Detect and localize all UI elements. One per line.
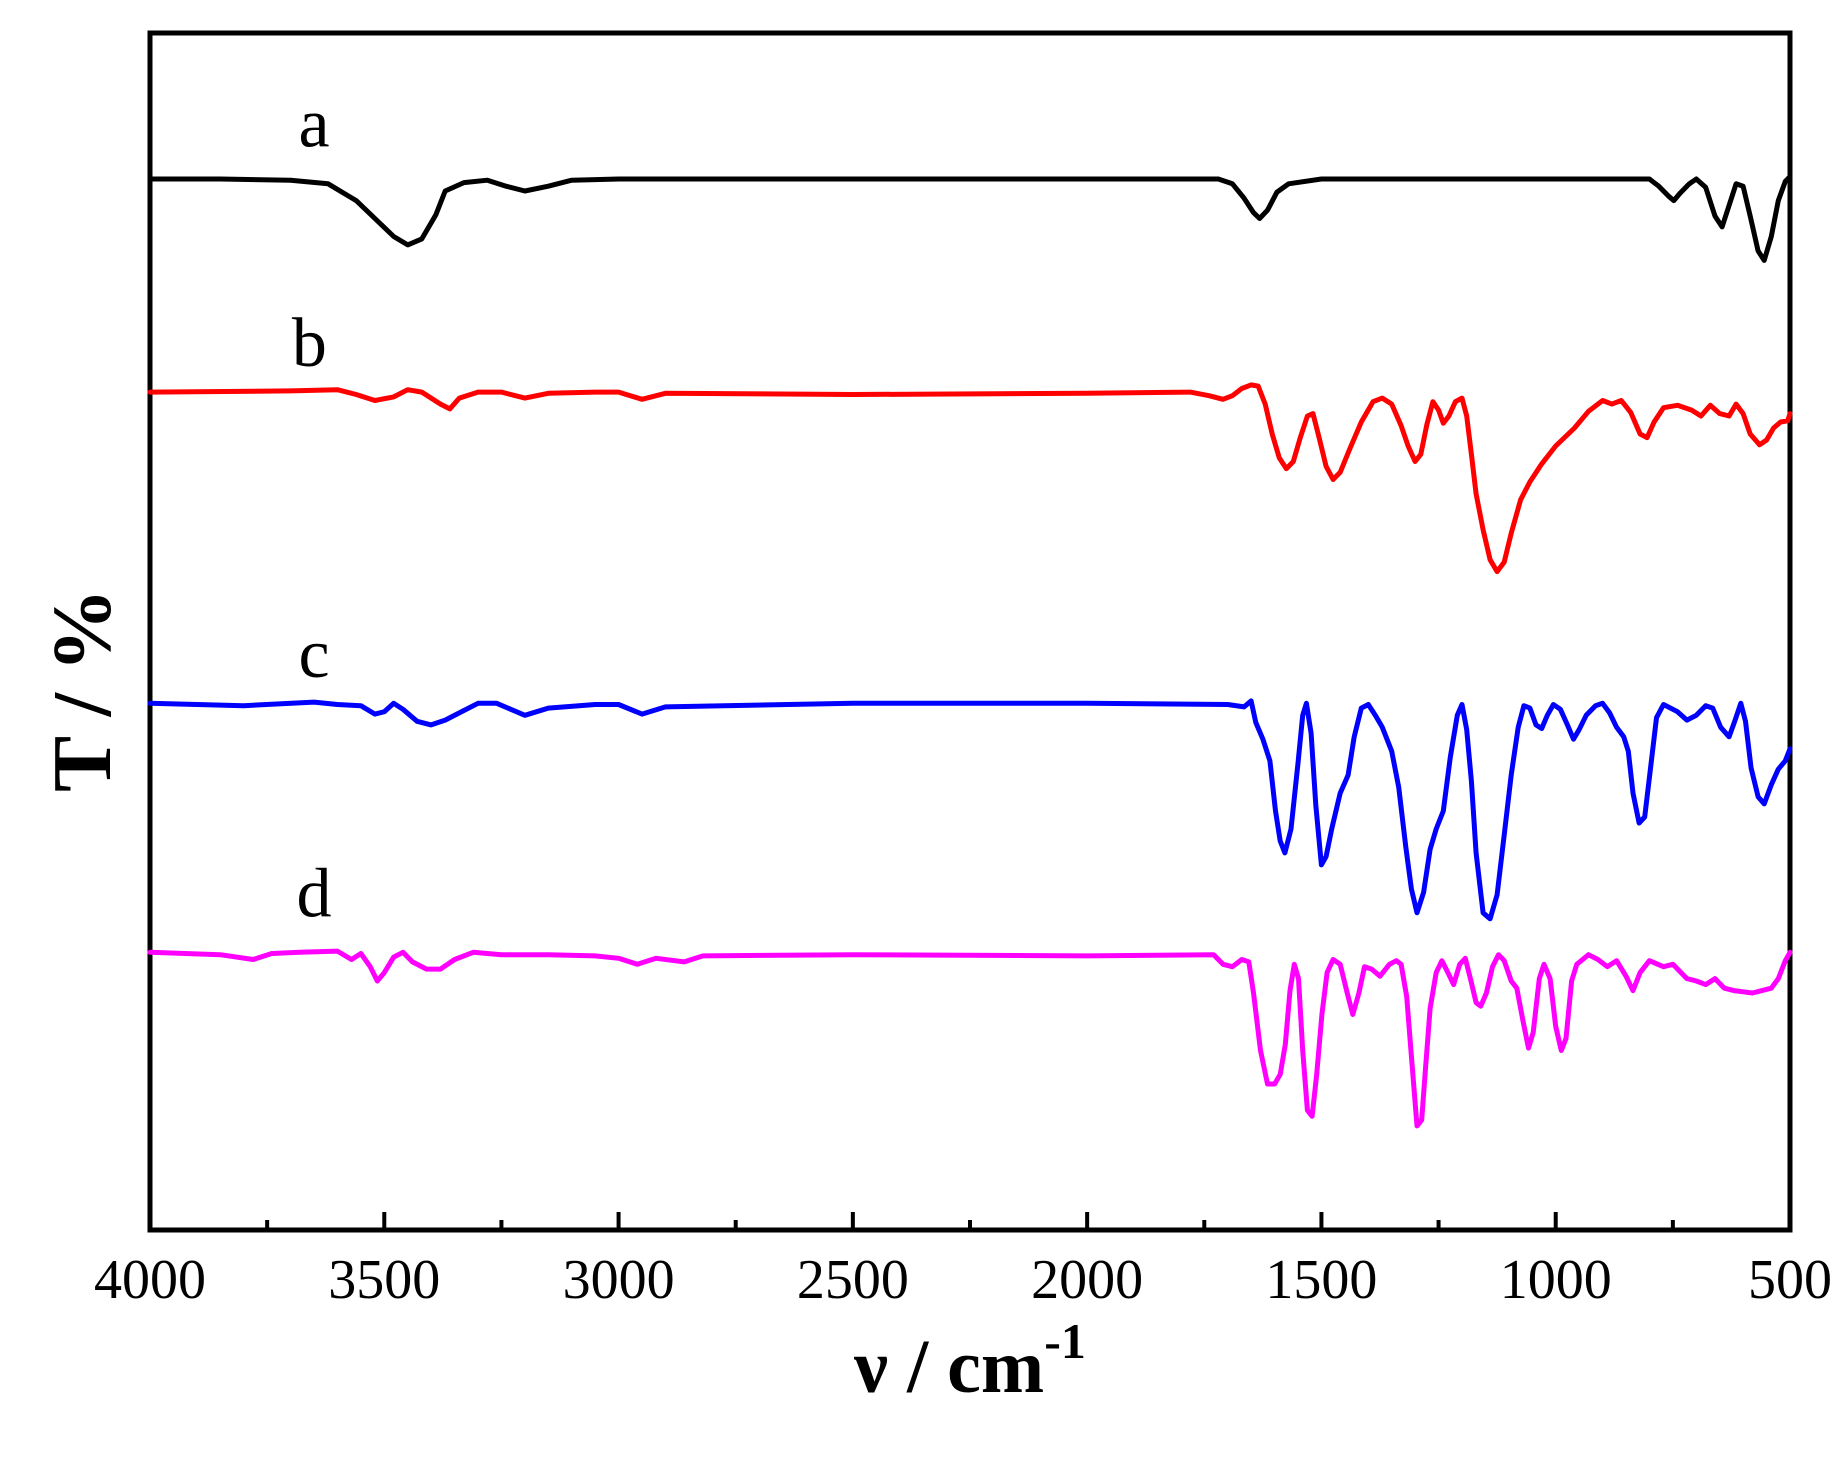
series-d-line	[147, 948, 1793, 1129]
series-b-line	[147, 382, 1793, 575]
series-c-label: c	[298, 616, 329, 693]
x-tick-label: 500	[1748, 1249, 1832, 1311]
series-a-line	[147, 174, 1793, 263]
x-axis-ticks	[148, 1212, 1792, 1230]
x-axis-title-superscript: -1	[1044, 1313, 1086, 1369]
x-tick-label: 2500	[797, 1249, 909, 1311]
x-axis-tick-labels: 4000 3500 3000 2500 2000 1500 1000 500	[94, 1249, 1832, 1311]
x-tick-label: 4000	[94, 1249, 206, 1311]
x-tick-label: 1000	[1500, 1249, 1612, 1311]
x-axis-title: ν / cm-1	[853, 1313, 1086, 1409]
x-tick-label: 1500	[1265, 1249, 1377, 1311]
series-labels: a b c d	[292, 86, 332, 933]
x-tick-label: 3500	[328, 1249, 440, 1311]
y-axis-title: T / %	[36, 588, 129, 792]
x-tick-label: 3000	[563, 1249, 675, 1311]
series-c-line	[147, 698, 1793, 922]
x-tick-label: 2000	[1031, 1249, 1143, 1311]
series-a-label: a	[298, 86, 329, 163]
series-b-label: b	[292, 305, 327, 382]
spectra-series	[147, 174, 1793, 1129]
series-d-label: d	[297, 855, 332, 932]
plot-frame	[147, 30, 1793, 1233]
